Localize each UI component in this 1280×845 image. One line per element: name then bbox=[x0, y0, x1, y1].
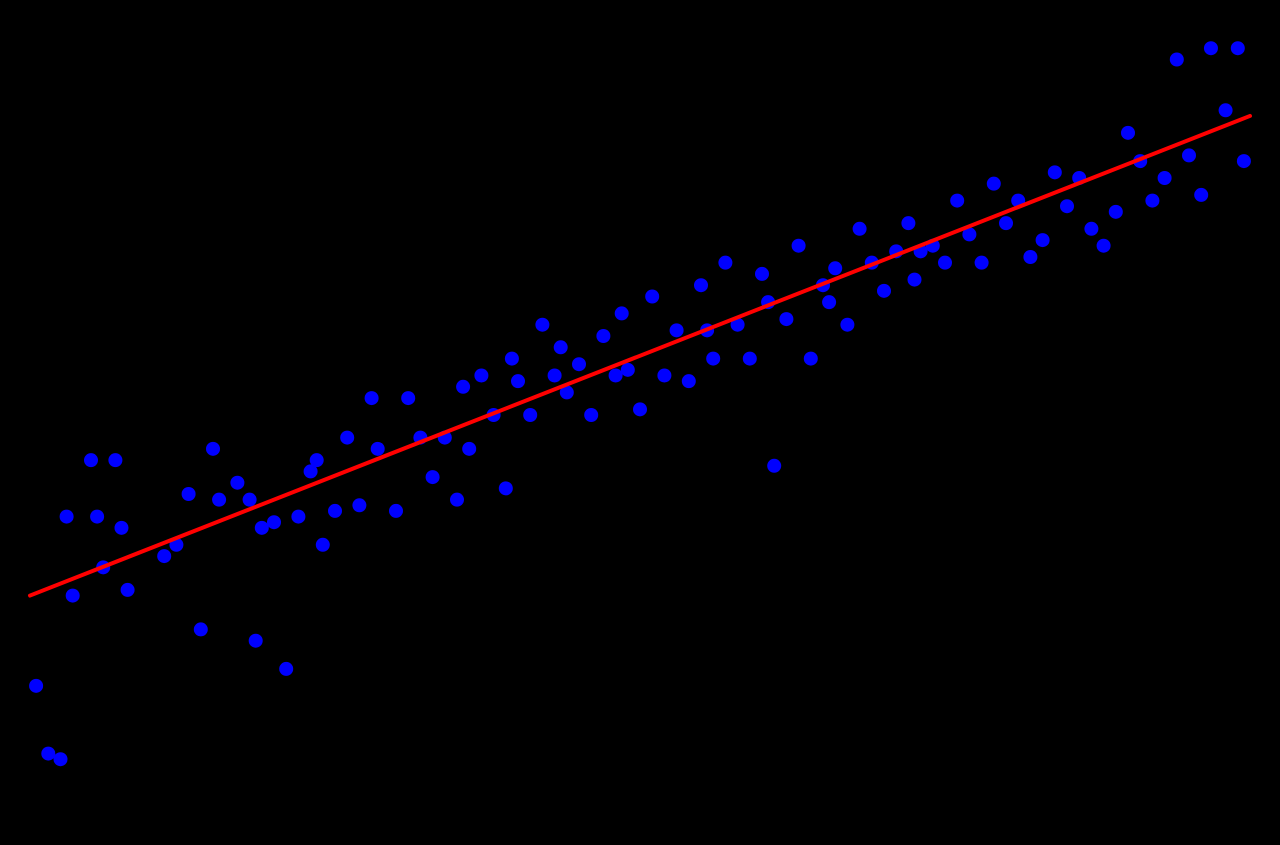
data-point bbox=[694, 278, 708, 292]
data-point bbox=[596, 329, 610, 343]
data-point bbox=[792, 239, 806, 253]
data-point bbox=[901, 216, 915, 230]
data-point bbox=[1204, 41, 1218, 55]
data-point bbox=[157, 549, 171, 563]
data-point bbox=[609, 369, 623, 383]
data-point bbox=[115, 521, 129, 535]
data-point bbox=[1158, 171, 1172, 185]
data-point bbox=[1023, 250, 1037, 264]
data-point bbox=[243, 493, 257, 507]
data-point bbox=[1231, 41, 1245, 55]
data-point bbox=[554, 340, 568, 354]
data-point bbox=[108, 453, 122, 467]
data-point bbox=[828, 261, 842, 275]
data-point bbox=[645, 290, 659, 304]
data-point bbox=[804, 352, 818, 366]
data-point bbox=[1060, 199, 1074, 213]
data-point bbox=[706, 352, 720, 366]
data-point bbox=[535, 318, 549, 332]
data-point bbox=[291, 510, 305, 524]
data-point bbox=[426, 470, 440, 484]
data-point bbox=[279, 662, 293, 676]
data-point bbox=[310, 453, 324, 467]
data-point bbox=[1097, 239, 1111, 253]
data-point bbox=[267, 515, 281, 529]
data-point bbox=[584, 408, 598, 422]
data-point bbox=[1121, 126, 1135, 140]
data-point bbox=[822, 295, 836, 309]
chart-background bbox=[0, 0, 1280, 845]
data-point bbox=[230, 476, 244, 490]
data-point bbox=[255, 521, 269, 535]
data-point bbox=[456, 380, 470, 394]
data-point bbox=[1170, 53, 1184, 67]
data-point bbox=[755, 267, 769, 281]
data-point bbox=[90, 510, 104, 524]
data-point bbox=[657, 369, 671, 383]
data-point bbox=[474, 369, 488, 383]
data-point bbox=[621, 363, 635, 377]
data-point bbox=[41, 747, 55, 761]
data-point bbox=[950, 194, 964, 208]
data-point bbox=[121, 583, 135, 597]
data-point bbox=[352, 498, 366, 512]
data-point bbox=[743, 352, 757, 366]
data-point bbox=[54, 752, 68, 766]
data-point bbox=[505, 352, 519, 366]
data-point bbox=[365, 391, 379, 405]
data-point bbox=[840, 318, 854, 332]
data-point bbox=[718, 256, 732, 270]
data-point bbox=[371, 442, 385, 456]
data-point bbox=[29, 679, 43, 693]
data-point bbox=[908, 273, 922, 287]
data-point bbox=[66, 589, 80, 603]
data-point bbox=[1048, 165, 1062, 179]
data-point bbox=[877, 284, 891, 298]
data-point bbox=[548, 369, 562, 383]
data-point bbox=[975, 256, 989, 270]
data-point bbox=[682, 374, 696, 388]
data-point bbox=[212, 493, 226, 507]
data-point bbox=[194, 622, 208, 636]
data-point bbox=[767, 459, 781, 473]
data-point bbox=[1219, 103, 1233, 117]
data-point bbox=[462, 442, 476, 456]
data-point bbox=[987, 177, 1001, 191]
data-point bbox=[853, 222, 867, 236]
data-point bbox=[340, 431, 354, 445]
data-point bbox=[1237, 154, 1251, 168]
data-point bbox=[328, 504, 342, 518]
data-point bbox=[670, 323, 684, 337]
data-point bbox=[779, 312, 793, 326]
data-point bbox=[615, 306, 629, 320]
data-point bbox=[389, 504, 403, 518]
data-point bbox=[182, 487, 196, 501]
data-point bbox=[523, 408, 537, 422]
scatter-chart bbox=[0, 0, 1280, 845]
data-point bbox=[1036, 233, 1050, 247]
data-point bbox=[401, 391, 415, 405]
data-point bbox=[511, 374, 525, 388]
data-point bbox=[572, 357, 586, 371]
data-point bbox=[450, 493, 464, 507]
data-point bbox=[633, 402, 647, 416]
data-point bbox=[1145, 194, 1159, 208]
data-point bbox=[938, 256, 952, 270]
data-point bbox=[1084, 222, 1098, 236]
data-point bbox=[999, 216, 1013, 230]
data-point bbox=[60, 510, 74, 524]
data-point bbox=[1109, 205, 1123, 219]
data-point bbox=[1194, 188, 1208, 202]
data-point bbox=[1182, 148, 1196, 162]
data-point bbox=[316, 538, 330, 552]
data-point bbox=[249, 634, 263, 648]
data-point bbox=[206, 442, 220, 456]
data-point bbox=[84, 453, 98, 467]
data-point bbox=[499, 481, 513, 495]
